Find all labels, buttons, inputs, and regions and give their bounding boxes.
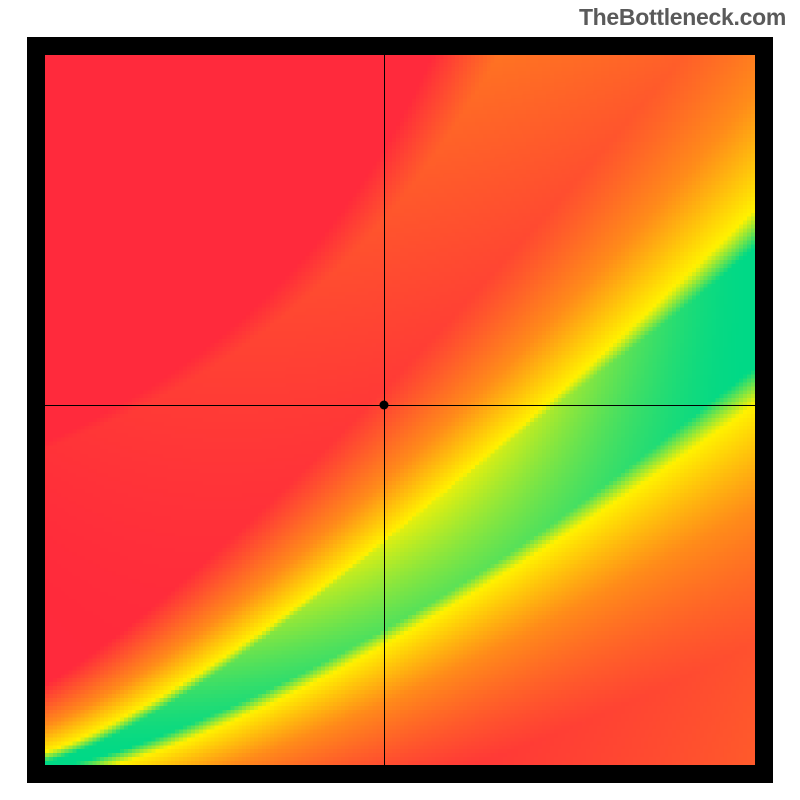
heatmap-canvas — [45, 55, 755, 765]
plot-area — [45, 55, 755, 765]
crosshair-vertical — [384, 55, 385, 765]
crosshair-dot — [379, 401, 388, 410]
crosshair-horizontal — [45, 405, 755, 406]
chart-frame — [27, 37, 773, 783]
watermark-text: TheBottleneck.com — [579, 4, 786, 31]
